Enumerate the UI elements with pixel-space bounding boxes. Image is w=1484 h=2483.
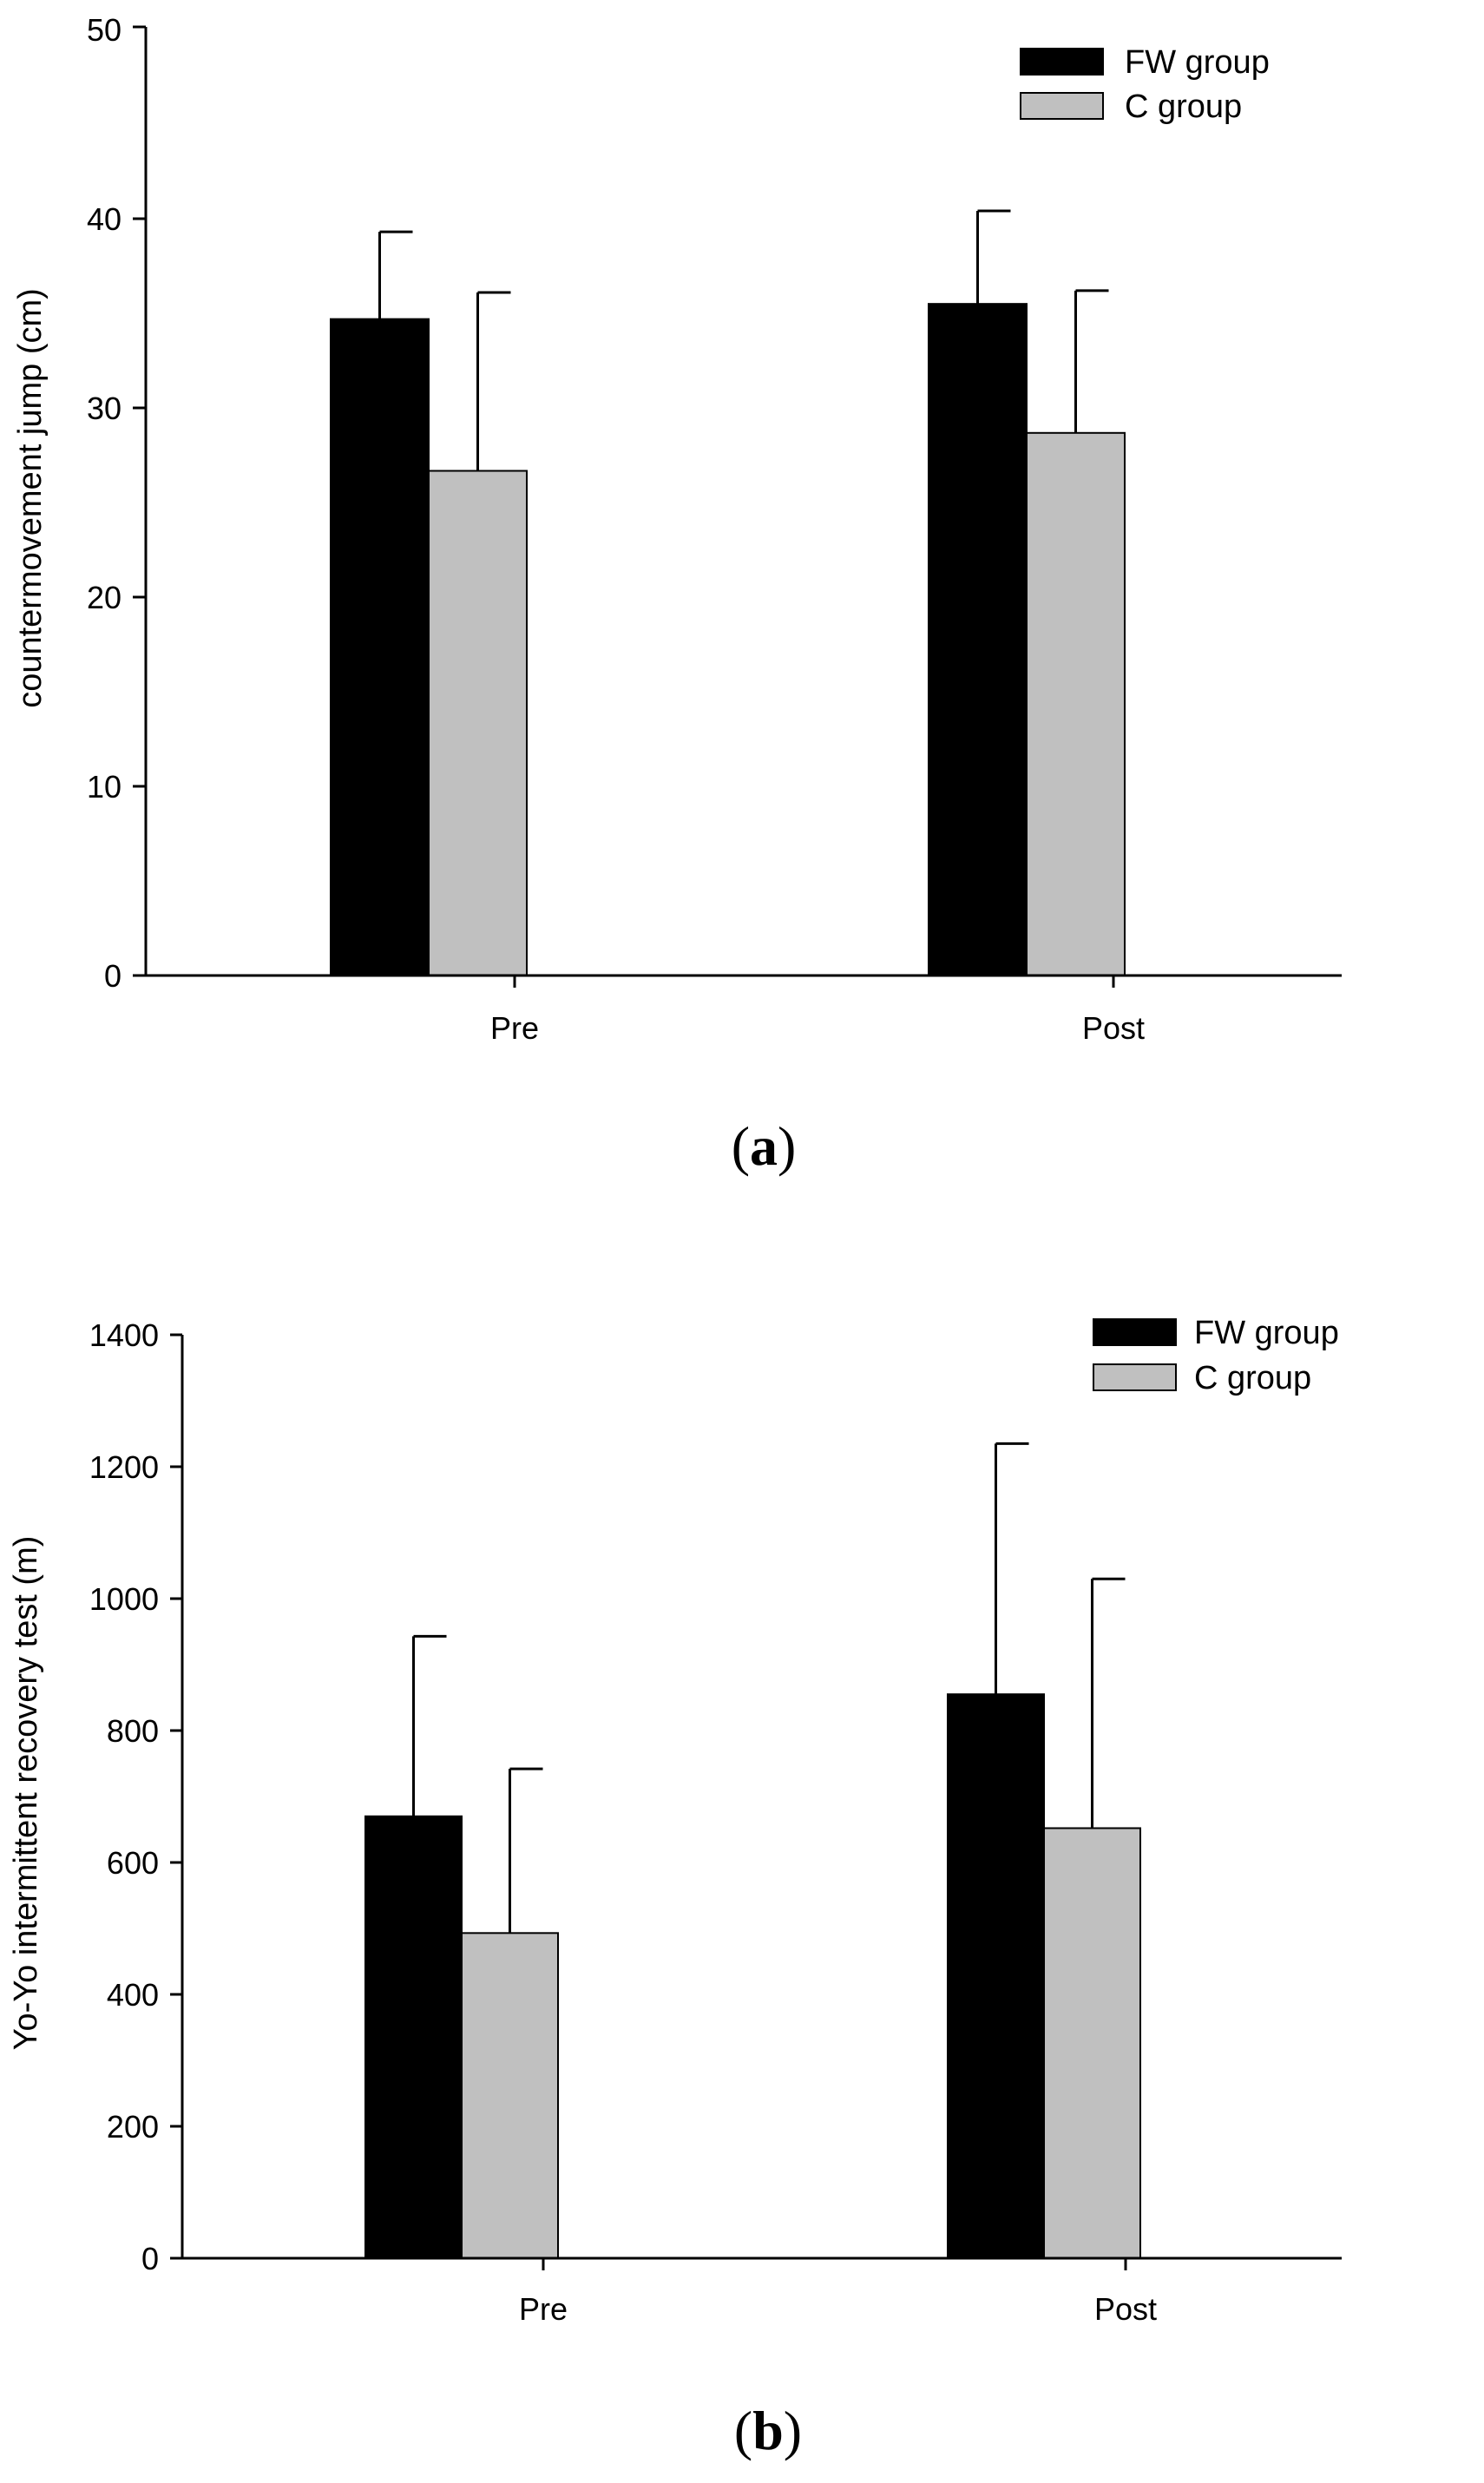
y-tick-label: 10: [87, 769, 121, 805]
error-bar-c-post: [1091, 1577, 1126, 1829]
y-tick-label: 20: [87, 580, 121, 615]
y-tick-label: 50: [87, 12, 121, 48]
legend-label-c: C group: [1194, 1360, 1311, 1396]
legend-label-fw: FW group: [1125, 44, 1270, 81]
bar-c-post: [1026, 431, 1126, 976]
error-bar-c-post: [1074, 289, 1109, 433]
error-bar-fw-pre: [378, 230, 413, 319]
y-tick-label: 200: [107, 2109, 159, 2145]
y-tick-label: 40: [87, 201, 121, 237]
bar-fw-pre: [330, 318, 430, 977]
legend-label-fw: FW group: [1194, 1315, 1339, 1351]
panel-label-b: (b): [734, 2400, 802, 2461]
y-tick-label: 800: [107, 1713, 159, 1749]
y-tick-label: 30: [87, 391, 121, 426]
bar-fw-post: [928, 303, 1028, 976]
y-tick-label: 0: [141, 2241, 159, 2276]
bar-fw-pre: [364, 1815, 463, 2260]
error-bar-fw-post: [976, 209, 1011, 305]
x-tick-label: Post: [1082, 1010, 1145, 1046]
y-tick-label: 0: [104, 958, 121, 994]
chart-panel-b: Yo-Yo intermittent recovery test (m) 0 2…: [8, 1315, 1342, 2461]
y-tick-label: 1200: [89, 1449, 159, 1485]
y-axis-title: countermovement jump (cm): [12, 288, 49, 708]
legend-swatch-c: [1020, 92, 1104, 120]
x-tick-label: Post: [1094, 2291, 1157, 2327]
y-axis-title: Yo-Yo intermittent recovery test (m): [8, 1536, 44, 2051]
error-bar-fw-post: [995, 1442, 1029, 1695]
x-tick-label: Pre: [519, 2291, 568, 2327]
legend: FW group C group: [1093, 1315, 1339, 1396]
chart-panel-a: countermovement jump (cm) 0 10 20 30 40 …: [12, 12, 1342, 1177]
legend-label-c: C group: [1125, 89, 1242, 125]
bar-fw-post: [947, 1693, 1045, 2259]
y-tick-label: 400: [107, 1977, 159, 2013]
legend-swatch-fw: [1093, 1318, 1177, 1346]
y-tick-label: 1000: [89, 1581, 159, 1617]
error-bar-fw-pre: [412, 1634, 447, 1816]
error-bar-c-pre: [476, 291, 511, 471]
legend-swatch-c: [1093, 1363, 1177, 1391]
bar-c-pre: [428, 470, 528, 976]
bar-c-pre: [461, 1932, 559, 2260]
legend: FW group C group: [1020, 44, 1270, 125]
error-bar-c-pre: [509, 1767, 543, 1934]
bar-c-post: [1043, 1827, 1141, 2259]
panel-label-a: (a): [732, 1115, 797, 1177]
y-tick-label: 600: [107, 1845, 159, 1881]
legend-swatch-fw: [1020, 48, 1104, 76]
y-tick-label: 1400: [89, 1317, 159, 1353]
x-tick-label: Pre: [490, 1010, 539, 1046]
